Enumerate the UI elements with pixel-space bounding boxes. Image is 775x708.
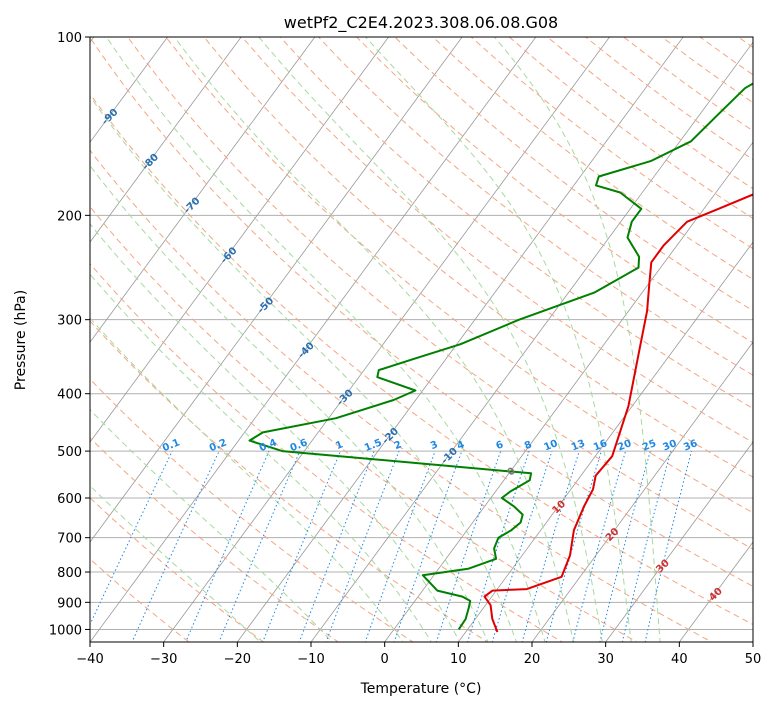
isotherm-line: [457, 241, 753, 642]
isotherm-line: [90, 37, 242, 243]
dry-adiabat-line: [90, 149, 713, 642]
moist-adiabat-line: [90, 223, 461, 642]
x-tick-label: −20: [224, 652, 251, 667]
dry-adiabat-line: [203, 37, 753, 478]
background-lines: [90, 37, 753, 642]
y-axis-label: Pressure (hPa): [13, 290, 29, 390]
plot-frame: [89, 36, 754, 643]
moist-adiabat-line: [90, 95, 518, 642]
mixing-ratio-label: 2: [393, 439, 404, 452]
mixing-ratio-line: [599, 450, 651, 642]
x-tick-label: −40: [76, 652, 103, 667]
isotherm-line: [531, 341, 753, 642]
isotherm-line: [678, 541, 753, 642]
chart-title: wetPf2_C2E4.2023.308.06.08.G08: [284, 13, 558, 33]
moist-adiabat-line: [258, 37, 603, 642]
dry-adiabat-line: [318, 37, 753, 376]
isotherm-line: [90, 37, 316, 343]
x-tick-label: 10: [450, 652, 467, 667]
y-tick-label: 700: [57, 532, 82, 547]
mixing-ratio-line: [621, 450, 672, 642]
dry-adiabat-line: [356, 37, 753, 344]
isotherm-line: [90, 37, 463, 543]
moist-adiabat-line: [173, 37, 575, 642]
isotherm-line: [605, 441, 753, 642]
mixing-ratio-label: 20: [616, 438, 633, 453]
mixing-ratio-line: [435, 450, 502, 642]
axis-ticks: −40 −30 −20 −10 0 10 20 30 40 50 100 200 300 400 500 60…: [49, 31, 761, 667]
isotherm-line: [310, 41, 753, 642]
temperature-profile: [483, 193, 753, 633]
dry-adiabat-line: [127, 37, 753, 550]
x-tick-label: −30: [150, 652, 177, 667]
dewpoint-profile: [248, 82, 753, 630]
dry-adiabat-line: [90, 262, 564, 642]
mixing-ratio-line: [572, 450, 627, 642]
mixing-ratio-label: 13: [570, 438, 587, 453]
dry-adiabat-line: [394, 37, 753, 312]
moist-adiabat-line: [90, 164, 489, 642]
isotherm-line: [90, 37, 169, 143]
y-tick-label: 1000: [49, 623, 82, 638]
moist-adiabat-line: [90, 408, 333, 642]
mixing-ratio-label: 4: [456, 439, 467, 452]
profile-lines: [248, 82, 753, 633]
isotherm-line: [90, 37, 537, 642]
dry-adiabat-line: [90, 378, 414, 642]
y-tick-label: 600: [57, 492, 82, 507]
dry-adiabat-line: [90, 320, 489, 642]
isotherm-line: [163, 37, 611, 642]
moist-adiabat-line: [105, 37, 546, 642]
y-tick-label: 100: [57, 31, 82, 46]
y-tick-label: 300: [57, 314, 82, 329]
dry-adiabat-line: [90, 437, 340, 642]
y-tick-label: 900: [57, 596, 82, 611]
mixing-ratio-line: [521, 450, 580, 642]
y-tick-label: 400: [57, 388, 82, 403]
y-tick-label: 200: [57, 209, 82, 224]
mixing-ratio-label: 6: [494, 439, 505, 452]
mixing-ratio-label: 3: [429, 439, 440, 452]
isotherm-line: [384, 141, 753, 642]
dry-adiabat-line: [90, 205, 639, 642]
moist-adiabat-line: [90, 485, 261, 642]
moist-adiabat-line: [494, 37, 661, 642]
moist-adiabat-line: [365, 37, 632, 642]
mixing-ratio-label: 10: [542, 438, 559, 453]
mixing-ratio-label: 16: [592, 438, 609, 453]
y-tick-label: 500: [57, 445, 82, 460]
mixing-ratio-line: [644, 450, 693, 642]
x-tick-label: 20: [524, 652, 541, 667]
x-tick-label: 30: [597, 652, 614, 667]
isotherm-line: [90, 37, 390, 443]
moist-adiabat-line: [90, 273, 433, 642]
y-tick-label: 800: [57, 566, 82, 581]
line-labels: 0.10.20.40.611.52346810131620253036-100-…: [100, 107, 725, 604]
mixing-ratio-label: 1: [334, 439, 345, 452]
mixing-ratio-line: [218, 450, 301, 642]
dry-adiabat-line: [165, 37, 753, 514]
mixing-ratio-label: 25: [641, 438, 658, 453]
mixing-ratio-line: [262, 450, 341, 642]
x-axis-label: Temperature (°C): [360, 681, 482, 697]
mixing-ratio-label: 30: [661, 438, 678, 453]
mixing-ratio-line: [545, 450, 602, 642]
x-tick-label: 40: [671, 652, 688, 667]
x-tick-label: 50: [745, 652, 762, 667]
mixing-ratio-label: 36: [682, 438, 699, 453]
mixing-ratio-line: [185, 450, 270, 642]
mixing-ratio-line: [90, 450, 173, 626]
isotherm-line: [236, 37, 684, 642]
dry-adiabat-line: [90, 93, 753, 626]
mixing-ratio-label: 8: [523, 439, 534, 452]
x-tick-label: −10: [297, 652, 324, 667]
moist-adiabat-line: [90, 317, 404, 642]
mixing-ratio-line: [393, 450, 463, 642]
x-tick-label: 0: [381, 652, 389, 667]
